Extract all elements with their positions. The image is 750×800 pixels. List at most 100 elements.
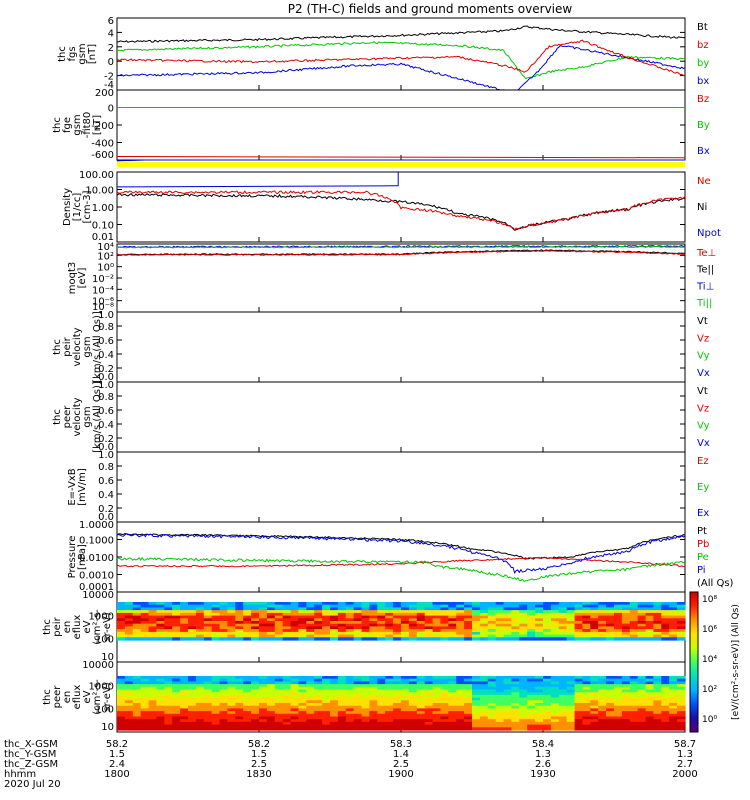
spectrogram-cell (282, 697, 292, 701)
spectrogram-cell (440, 694, 449, 699)
spectrogram-cell (164, 703, 173, 707)
spectrogram-cell (330, 607, 339, 611)
spectrogram-cell (124, 626, 134, 630)
spectrogram-cell (464, 631, 473, 636)
spectrogram-cell (124, 637, 134, 641)
spectrogram-cell (140, 604, 150, 608)
spectrogram-cell (259, 604, 268, 608)
spectrogram-cell (645, 689, 655, 693)
spectrogram-cell (393, 618, 402, 622)
spectrogram-cell (614, 689, 623, 693)
spectrogram-cell (219, 623, 229, 627)
spectrogram-cell (377, 607, 386, 611)
spectrogram-cell (211, 724, 221, 728)
spectrogram-cell (440, 686, 449, 691)
spectrogram-cell (140, 700, 150, 704)
spectrogram-cell (203, 631, 213, 636)
spectrogram-cell (172, 615, 181, 619)
spectrogram-cell (227, 721, 236, 726)
spectrogram-cell (558, 724, 568, 728)
spectrogram-cell (345, 708, 355, 712)
y-axis-label: eflux (72, 685, 83, 710)
spectrogram-cell (574, 689, 584, 693)
spectrogram-cell (298, 719, 307, 723)
pb-line (116, 556, 686, 568)
spectrogram-cell (669, 634, 678, 638)
spectrogram-cell (432, 615, 442, 619)
spectrogram-cell (527, 629, 536, 633)
spectrogram-cell (132, 678, 142, 682)
spectrogram-cell (558, 678, 568, 682)
spectrogram-cell (251, 681, 260, 685)
spectrogram-cell (621, 697, 631, 701)
x-tick-label: 1.4 (393, 749, 409, 760)
spectrogram-cell (188, 676, 197, 680)
spectrogram-cell (677, 676, 686, 680)
spectrogram-cell (495, 607, 505, 611)
spectrogram-cell (432, 634, 442, 638)
y-tick-label: 200 (95, 88, 114, 99)
spectrogram-cell (330, 623, 339, 627)
spectrogram-cell (211, 621, 221, 625)
spectrogram-cell (377, 610, 386, 614)
spectrogram-cell (637, 626, 647, 630)
spectrogram-cell (401, 634, 410, 638)
spectrogram-cell (535, 618, 544, 622)
spectrogram-cell (266, 708, 276, 712)
y-tick-label: 1.0 (98, 450, 114, 461)
spectrogram-cell (298, 727, 307, 731)
spectrogram-cell (172, 634, 181, 638)
spectrogram-cell (195, 631, 205, 636)
spectrogram-cell (274, 697, 284, 701)
spectrogram-cell (464, 615, 473, 619)
spectrogram-cell (669, 623, 678, 627)
spectrogram-cell (282, 703, 292, 707)
y-axis-label: gsm (82, 406, 93, 427)
spectrogram-cell (456, 681, 465, 685)
spectrogram-cell (558, 607, 568, 611)
spectrogram-cell (416, 602, 426, 606)
spectrogram-cell (290, 629, 300, 633)
spectrogram-cell (487, 626, 497, 630)
spectrogram-cell (472, 697, 481, 701)
spectrogram-cell (566, 626, 576, 630)
spectrogram-cell (345, 713, 355, 718)
spectrogram-cell (614, 711, 623, 715)
spectrogram-cell (574, 615, 584, 619)
y-axis-label: thc (57, 46, 68, 62)
spectrogram-cell (464, 689, 473, 693)
spectrogram-cell (448, 637, 457, 641)
spectrogram-cell (337, 676, 347, 680)
spectrogram-cell (172, 637, 181, 641)
spectrogram-cell (645, 618, 655, 622)
spectrogram-cell (164, 686, 173, 691)
spectrogram-cell (677, 604, 686, 608)
spectrogram-cell (472, 676, 481, 680)
spectrogram-cell (661, 694, 670, 699)
spectrogram-cell (574, 618, 584, 622)
spectrogram-cell (582, 705, 591, 709)
spectrogram-cell (606, 621, 615, 625)
spectrogram-cell (180, 716, 189, 720)
spectrogram-cell (621, 686, 631, 691)
spectrogram-cell (645, 607, 655, 611)
x-row-label: thc_Y-GSM (4, 749, 56, 760)
spectrogram-cell (653, 697, 662, 701)
spectrogram-cell (677, 694, 686, 699)
spectrogram-cell (582, 708, 591, 712)
spectrogram-cell (590, 629, 599, 633)
spectrogram-cell (353, 615, 363, 619)
spectrogram-cell (227, 637, 236, 641)
spectrogram-cell (456, 713, 465, 718)
spectrogram-cell (629, 686, 639, 691)
y-axis-label: peir (52, 616, 63, 636)
spectrogram-cell (637, 618, 647, 622)
spectrogram-cell (653, 716, 662, 720)
spectrogram-cell (566, 607, 576, 611)
spectrogram-cell (306, 700, 315, 704)
y-axis-label: eV (82, 620, 93, 633)
spectrogram-cell (487, 612, 497, 617)
spectrogram-cell (408, 692, 418, 696)
spectrogram-cell (511, 721, 520, 726)
spectrogram-cell (314, 607, 323, 611)
